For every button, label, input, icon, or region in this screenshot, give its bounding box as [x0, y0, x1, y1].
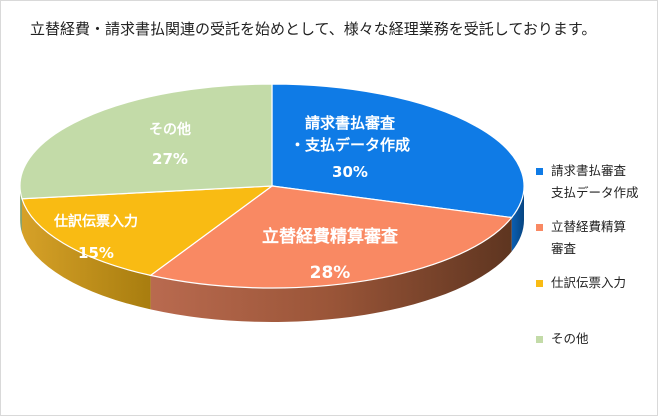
slice-invoice-review	[271, 83, 525, 219]
label-expense-review-percent: 28%	[310, 263, 351, 283]
legend-swatch-orange	[536, 224, 543, 231]
label-journal-entry-percent: 15%	[78, 244, 114, 262]
slice-journal-entry-side	[21, 198, 151, 310]
label-invoice-review: ・支払データ作成	[290, 136, 410, 154]
legend-label: 立替経費精算 審査	[551, 219, 627, 256]
page-title: 立替経費・請求書払関連の受託を始めとして、様々な経理業務を受託しております。	[30, 20, 597, 38]
label-invoice-review: 請求書払審査	[305, 114, 396, 132]
slice-other	[19, 83, 273, 200]
slice-expense-review	[149, 185, 513, 289]
legend-swatch-yellow	[536, 280, 543, 287]
slice-journal-entry	[21, 185, 274, 277]
legend-label: 請求書払審査 支払データ作成	[551, 163, 639, 200]
legend-swatch-blue	[536, 168, 543, 175]
label-invoice-review-percent: 30%	[332, 163, 368, 181]
label-journal-entry: 仕訳伝票入力	[53, 213, 138, 230]
label-expense-review: 立替経費精算審査	[262, 226, 399, 247]
label-other-percent: 27%	[152, 150, 188, 168]
legend-label: 仕訳伝票入力	[551, 275, 627, 290]
legend-swatch-green	[536, 336, 543, 343]
legend-label: その他	[551, 331, 589, 346]
slice-expense-review-side	[150, 217, 512, 322]
label-other: その他	[149, 121, 191, 138]
